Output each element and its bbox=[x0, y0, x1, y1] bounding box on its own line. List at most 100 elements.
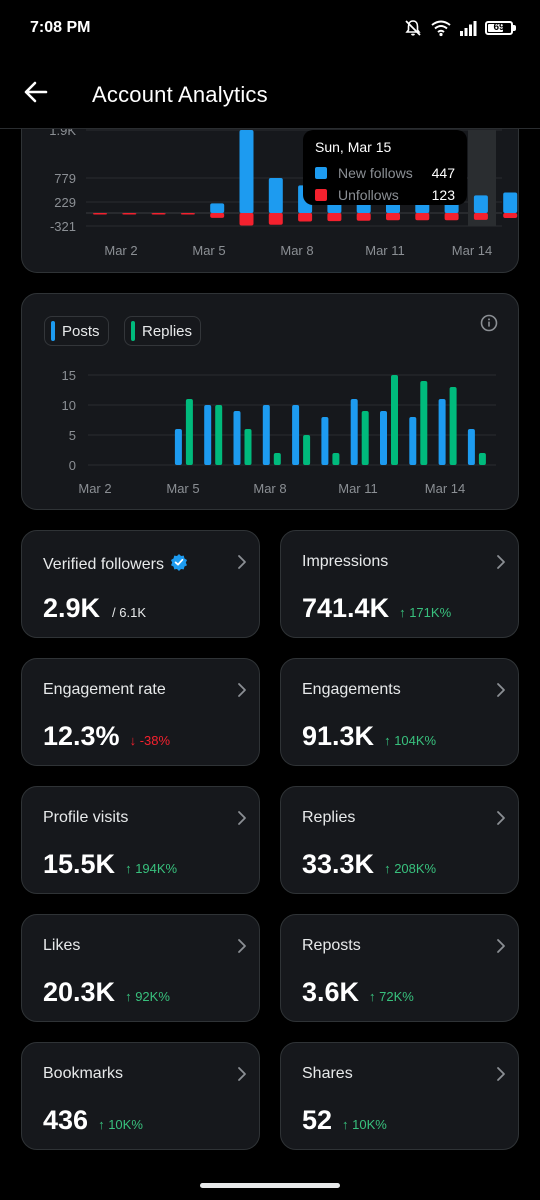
replies-swatch bbox=[131, 321, 135, 341]
replies-bar bbox=[478, 453, 486, 465]
x-tick-label: Mar 11 bbox=[365, 243, 405, 258]
home-indicator[interactable] bbox=[200, 1183, 340, 1188]
metric-title-text: Bookmarks bbox=[43, 1065, 124, 1082]
metric-card-replies[interactable]: Replies 33.3K ↑ 208K% bbox=[280, 786, 519, 894]
metric-title-text: Engagement rate bbox=[43, 681, 166, 698]
posts-bar bbox=[174, 429, 182, 465]
legend-label: Replies bbox=[142, 322, 193, 340]
metric-title: Profile visits bbox=[43, 809, 128, 827]
x-tick-label: Mar 2 bbox=[78, 481, 111, 496]
tooltip-title: Sun, Mar 15 bbox=[315, 139, 392, 155]
chevron-right-icon bbox=[237, 1066, 247, 1087]
metric-delta: ↑ 208K% bbox=[384, 861, 436, 876]
metric-value: 436 bbox=[43, 1105, 89, 1135]
metric-total: / 6.1K bbox=[112, 605, 147, 620]
metric-value-row: 3.6K ↑ 72K% bbox=[302, 977, 414, 1008]
posts-bar bbox=[204, 405, 212, 465]
metric-value-row: 20.3K ↑ 92K% bbox=[43, 977, 170, 1008]
bell-muted-icon bbox=[403, 18, 423, 38]
tooltip-row-unfollows: Unfollows 123 bbox=[315, 184, 455, 206]
unfollows-bar bbox=[473, 213, 488, 220]
posts-chart-card: Posts Replies 15 10 5 0 Mar 2 Mar 5 Mar 8 Mar 1… bbox=[21, 293, 519, 510]
metric-title-text: Shares bbox=[302, 1065, 353, 1082]
metric-card-bookmarks[interactable]: Bookmarks 436 ↑ 10K% bbox=[21, 1042, 260, 1150]
metric-delta-value: 194K% bbox=[135, 861, 178, 876]
tooltip-label: New follows bbox=[338, 165, 413, 181]
posts-bar bbox=[380, 411, 387, 465]
metric-card-impressions[interactable]: Impressions 741.4K ↑ 171K% bbox=[280, 530, 519, 638]
posts-bar bbox=[292, 405, 300, 465]
replies-bar bbox=[449, 387, 457, 465]
metric-card-engagements[interactable]: Engagements 91.3K ↑ 104K% bbox=[280, 658, 519, 766]
wifi-icon bbox=[431, 19, 451, 37]
metric-title: Reposts bbox=[302, 937, 361, 955]
metric-card-verified-followers[interactable]: Verified followers 2.9K / 6.1K bbox=[21, 530, 260, 638]
metric-card-engagement-rate[interactable]: Engagement rate 12.3% ↓ -38% bbox=[21, 658, 260, 766]
unfollows-bar bbox=[503, 213, 518, 218]
legend-replies-chip[interactable]: Replies bbox=[124, 316, 202, 346]
metric-value: 52 bbox=[302, 1105, 333, 1135]
replies-bar bbox=[303, 435, 311, 465]
replies-bar bbox=[332, 453, 340, 465]
metric-value: 91.3K bbox=[302, 721, 375, 751]
legend-posts-chip[interactable]: Posts bbox=[44, 316, 109, 346]
metric-card-profile-visits[interactable]: Profile visits 15.5K ↑ 194K% bbox=[21, 786, 260, 894]
y-tick-label: 779 bbox=[54, 171, 76, 186]
tooltip-value: 447 bbox=[431, 165, 455, 181]
metric-delta: ↑ 10K% bbox=[98, 1117, 143, 1132]
y-tick-label: 0 bbox=[69, 458, 76, 473]
metric-title: Engagement rate bbox=[43, 681, 166, 699]
unfollows-bar bbox=[239, 213, 254, 226]
metric-value-row: 436 ↑ 10K% bbox=[43, 1105, 143, 1136]
unfollows-bar bbox=[327, 213, 342, 222]
posts-bar bbox=[467, 429, 475, 465]
metric-delta-value: 92K% bbox=[135, 989, 170, 1004]
metric-card-likes[interactable]: Likes 20.3K ↑ 92K% bbox=[21, 914, 260, 1022]
legend-label: Posts bbox=[62, 322, 100, 340]
replies-bar bbox=[391, 375, 398, 465]
x-tick-label: Mar 14 bbox=[425, 481, 465, 496]
metric-title: Replies bbox=[302, 809, 355, 827]
replies-bar bbox=[244, 429, 252, 465]
replies-bar bbox=[185, 399, 193, 465]
metric-card-reposts[interactable]: Reposts 3.6K ↑ 72K% bbox=[280, 914, 519, 1022]
unfollows-bar bbox=[180, 213, 195, 215]
unfollows-bar bbox=[210, 213, 225, 218]
metric-delta-value: 171K% bbox=[409, 605, 452, 620]
metric-delta: ↑ 171K% bbox=[399, 605, 451, 620]
replies-bar bbox=[215, 405, 223, 465]
chevron-right-icon bbox=[496, 810, 506, 831]
metric-value: 2.9K bbox=[43, 593, 101, 623]
unfollows-bar bbox=[93, 213, 107, 215]
metric-value-row: 33.3K ↑ 208K% bbox=[302, 849, 436, 880]
arrow-up-icon: ↑ bbox=[98, 1117, 105, 1132]
posts-bar bbox=[350, 399, 358, 465]
x-tick-label: Mar 14 bbox=[452, 243, 492, 258]
unfollows-bar bbox=[356, 213, 371, 221]
metric-card-shares[interactable]: Shares 52 ↑ 10K% bbox=[280, 1042, 519, 1150]
metric-value-row: 15.5K ↑ 194K% bbox=[43, 849, 177, 880]
metric-title: Bookmarks bbox=[43, 1065, 123, 1083]
posts-bar bbox=[233, 411, 241, 465]
replies-bar bbox=[420, 381, 428, 465]
chevron-right-icon bbox=[237, 938, 247, 959]
back-button[interactable] bbox=[18, 74, 54, 110]
app-header: Account Analytics bbox=[0, 58, 540, 129]
posts-bar bbox=[438, 399, 446, 465]
metric-value-row: 2.9K / 6.1K bbox=[43, 593, 146, 624]
metric-delta-value: -38% bbox=[139, 733, 171, 748]
metric-value: 12.3% bbox=[43, 721, 120, 751]
metric-delta-value: 72K% bbox=[379, 989, 414, 1004]
new-follows-swatch bbox=[315, 167, 327, 179]
metric-title: Verified followers bbox=[43, 553, 188, 576]
metric-title: Engagements bbox=[302, 681, 401, 699]
metric-value-row: 91.3K ↑ 104K% bbox=[302, 721, 436, 752]
metric-value: 15.5K bbox=[43, 849, 116, 879]
info-icon[interactable] bbox=[480, 314, 498, 337]
new-follows-bar bbox=[503, 192, 518, 213]
metric-delta-value: 104K% bbox=[394, 733, 437, 748]
y-tick-label: 10 bbox=[62, 398, 76, 413]
battery-icon: 69 bbox=[485, 21, 516, 35]
y-tick-label: -321 bbox=[50, 219, 76, 234]
